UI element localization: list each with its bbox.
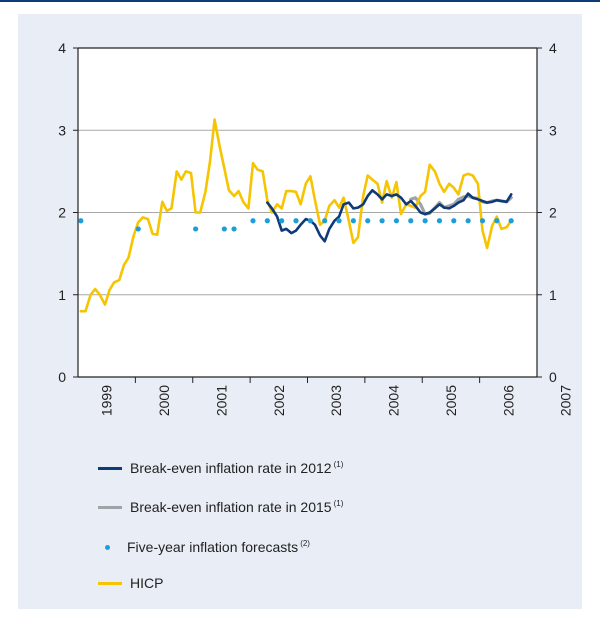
forecast-point-15 <box>393 218 400 224</box>
forecast-point-12 <box>350 218 356 224</box>
forecast-point-4 <box>231 226 237 232</box>
forecast-point-23 <box>508 218 514 224</box>
x-tick-label-2002: 2002 <box>271 385 287 416</box>
x-tick-label-2004: 2004 <box>386 385 402 416</box>
x-tick-label-1999: 1999 <box>99 385 115 416</box>
forecast-point-17 <box>422 218 428 224</box>
forecast-point-20 <box>465 218 471 224</box>
forecast-point-6 <box>264 218 270 224</box>
forecast-point-14 <box>379 218 385 224</box>
forecast-point-7 <box>279 218 285 224</box>
y-tick-label-left-0: 0 <box>58 369 66 385</box>
forecast-point-3 <box>221 226 227 232</box>
x-tick-label-2003: 2003 <box>328 385 344 416</box>
y-tick-label-left-1: 1 <box>58 287 66 303</box>
x-tick-label-2007: 2007 <box>558 385 574 416</box>
x-tick-label-2000: 2000 <box>156 385 172 416</box>
top-rule <box>0 0 600 2</box>
y-tick-label-left-4: 4 <box>58 40 66 56</box>
forecast-point-9 <box>307 218 313 224</box>
y-tick-label-right-2: 2 <box>549 205 557 221</box>
series-line-hicp <box>79 118 513 313</box>
x-tick-label-2005: 2005 <box>443 385 459 416</box>
forecast-point-22 <box>494 218 500 224</box>
y-tick-label-left-3: 3 <box>58 122 66 138</box>
forecast-point-21 <box>479 218 486 224</box>
forecast-point-8 <box>293 218 299 224</box>
forecast-point-1 <box>135 226 141 232</box>
y-tick-label-left-2: 2 <box>58 205 66 221</box>
forecast-point-13 <box>365 218 371 224</box>
forecast-point-18 <box>436 218 443 224</box>
forecast-point-11 <box>336 218 342 224</box>
forecast-point-0 <box>78 218 84 224</box>
forecast-point-10 <box>322 218 328 224</box>
x-tick-label-2006: 2006 <box>500 385 516 416</box>
forecast-point-2 <box>193 226 199 232</box>
forecast-point-19 <box>451 218 457 224</box>
forecast-point-5 <box>250 218 256 224</box>
y-tick-label-right-0: 0 <box>549 369 557 385</box>
forecast-point-16 <box>408 218 414 224</box>
x-tick-label-2001: 2001 <box>213 385 229 416</box>
y-tick-label-right-3: 3 <box>549 122 557 138</box>
y-tick-label-right-1: 1 <box>549 287 557 303</box>
y-tick-label-right-4: 4 <box>549 40 557 56</box>
